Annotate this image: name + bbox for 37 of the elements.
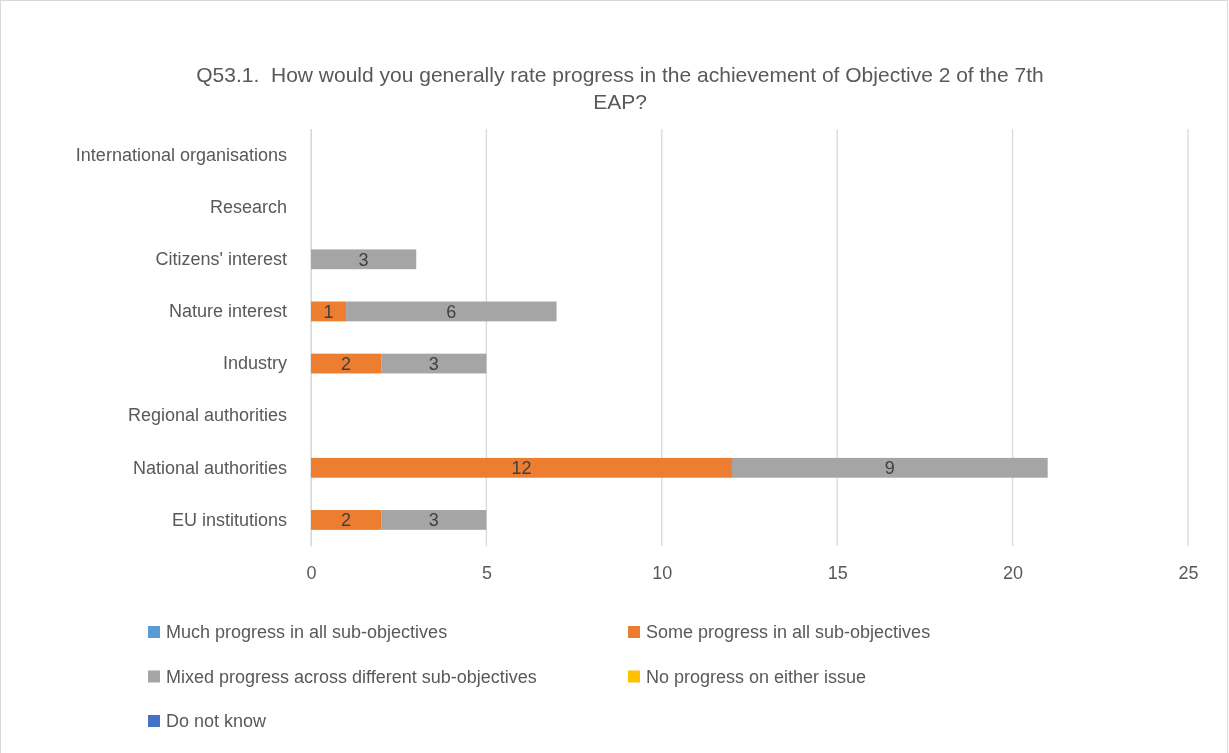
y-tick-label: Nature interest: [168, 301, 287, 322]
data-label: 12: [511, 458, 532, 479]
y-tick-label: Regional authorities: [127, 405, 287, 426]
x-tick-label: 20: [1003, 562, 1024, 583]
data-label: 6: [446, 301, 457, 322]
y-tick-label: Citizens' interest: [155, 249, 287, 270]
y-tick-label: National authorities: [132, 457, 287, 478]
y-tick-label: Industry: [222, 353, 287, 374]
x-tick-label: 25: [1178, 562, 1199, 583]
x-tick-label: 5: [481, 562, 492, 583]
data-label: 2: [341, 510, 352, 531]
data-label: 3: [428, 353, 439, 374]
bar: [311, 249, 417, 270]
legend-label: Mixed progress across different sub-objectives: [166, 666, 537, 687]
data-label: 1: [323, 301, 334, 322]
bar: [731, 457, 1048, 478]
bar: [311, 510, 382, 530]
data-label: 3: [358, 249, 369, 270]
bar: [311, 353, 382, 374]
y-tick-label: EU institutions: [171, 509, 287, 530]
data-label: 2: [341, 353, 352, 374]
y-tick-label: International organisations: [75, 144, 287, 165]
bar: [346, 301, 557, 322]
x-tick-label: 10: [652, 562, 673, 583]
data-label: 3: [428, 510, 439, 531]
legend-label: Some progress in all sub-objectives: [646, 622, 931, 643]
bar: [311, 457, 732, 478]
bar: [381, 353, 487, 374]
y-tick-label: Research: [209, 196, 287, 217]
x-tick-label: 0: [306, 562, 317, 583]
legend-label: No progress on either issue: [646, 666, 867, 687]
legend-label: Much progress in all sub-objectives: [166, 622, 448, 643]
chart-title: Q53.1. How would you generally rate progress in the achievement of Objective 2 of the 7th EAP?: [196, 63, 1044, 113]
legend-label: Do not know: [166, 711, 268, 732]
data-label: 9: [884, 458, 895, 479]
bar: [381, 510, 487, 530]
x-tick-label: 15: [827, 562, 848, 583]
